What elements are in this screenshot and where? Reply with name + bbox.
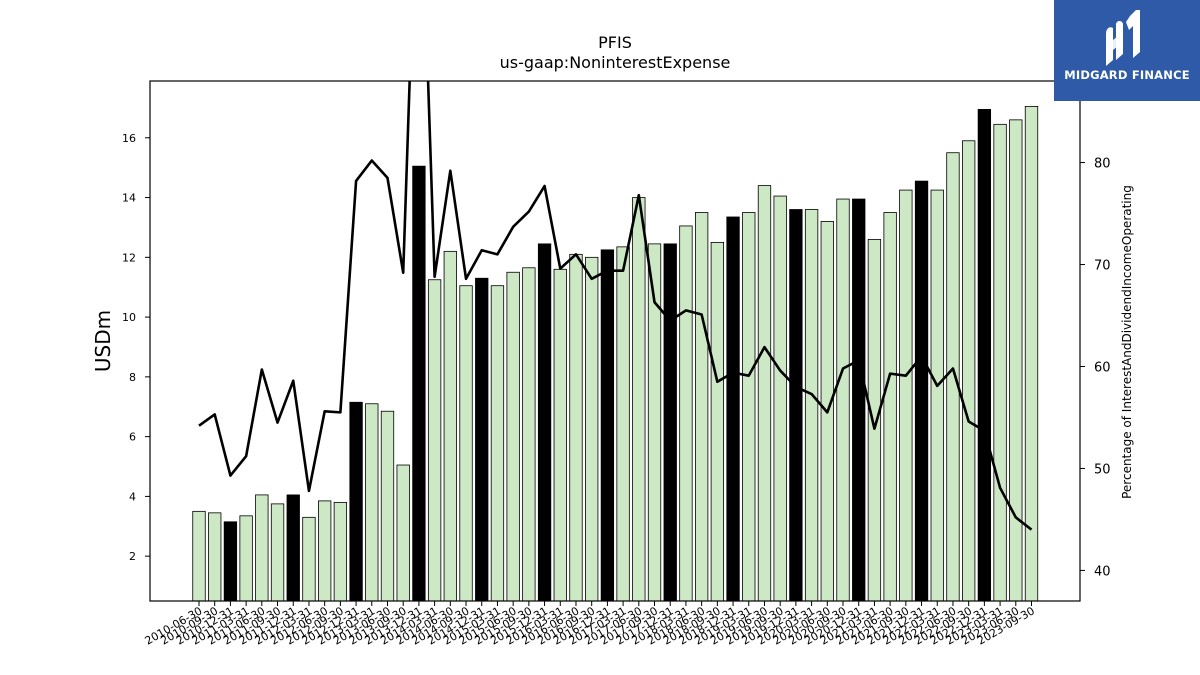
bar	[773, 195, 787, 602]
bar	[679, 225, 693, 602]
y-right-tick-label: 60	[1094, 360, 1111, 375]
bar	[412, 165, 426, 602]
plot-frame	[149, 80, 1081, 602]
y-right-axis-label: Percentage of InterestAndDividendIncomeO…	[1120, 185, 1134, 499]
bar	[789, 209, 803, 602]
y-right-tick-label: 70	[1094, 259, 1111, 274]
bar	[443, 250, 457, 602]
bar	[365, 403, 379, 602]
bar	[726, 216, 740, 602]
bar	[192, 510, 206, 602]
chart-title: PFIS	[598, 33, 632, 52]
chart-subtitle: us-gaap:NoninterestExpense	[499, 53, 731, 72]
bar	[475, 277, 489, 602]
bar	[710, 241, 724, 602]
bar	[537, 243, 552, 602]
bar	[977, 108, 992, 602]
bar	[318, 500, 332, 602]
bar	[757, 185, 772, 602]
y-left-tick-label: 2	[129, 550, 136, 563]
y-left-tick-label: 4	[129, 490, 136, 503]
bar	[962, 140, 976, 602]
bar	[286, 494, 300, 602]
bar	[223, 521, 238, 602]
bar	[1009, 119, 1023, 602]
bar	[239, 515, 253, 602]
y-right-tick-label: 50	[1094, 462, 1111, 477]
bar	[663, 243, 677, 602]
midgard-logo-icon	[1106, 10, 1140, 66]
bar	[694, 212, 709, 602]
y-left-axis-label: USDm	[91, 310, 115, 372]
bar	[867, 238, 882, 602]
bar	[427, 279, 442, 602]
y-right-tick-label: 80	[1094, 157, 1111, 172]
bar	[553, 268, 567, 602]
y-left-tick-label: 10	[122, 311, 136, 324]
bar	[585, 256, 599, 602]
bar	[522, 267, 536, 602]
bar	[600, 249, 615, 602]
bar	[632, 197, 646, 602]
series-line	[198, 81, 1033, 531]
y-left-tick-label: 6	[129, 431, 136, 444]
bar	[742, 212, 756, 602]
y-left-tick-label: 14	[122, 192, 136, 205]
y-left-tick-label: 8	[129, 371, 136, 384]
bar	[883, 212, 897, 602]
bar	[506, 271, 520, 602]
logo: MIDGARD FINANCE	[1054, 0, 1200, 101]
bar	[380, 410, 395, 602]
bar	[899, 189, 913, 602]
bar	[914, 180, 929, 602]
bar	[270, 503, 285, 602]
bar	[333, 501, 348, 602]
bar	[208, 512, 222, 602]
bar	[804, 209, 819, 602]
y-left-tick-label: 12	[122, 251, 136, 264]
bar	[569, 253, 583, 602]
bar	[930, 189, 944, 602]
bar	[490, 285, 505, 602]
logo-text: MIDGARD FINANCE	[1064, 68, 1190, 82]
bar	[459, 285, 473, 602]
bar	[396, 464, 410, 602]
bar	[302, 516, 316, 602]
y-right-tick-label: 40	[1094, 564, 1111, 579]
bar	[852, 198, 866, 602]
bar	[349, 401, 363, 602]
bar	[836, 198, 850, 602]
bar	[616, 246, 630, 602]
bar	[993, 123, 1007, 602]
bar	[255, 494, 269, 602]
y-left-tick-label: 16	[122, 132, 136, 145]
bar	[946, 152, 960, 602]
